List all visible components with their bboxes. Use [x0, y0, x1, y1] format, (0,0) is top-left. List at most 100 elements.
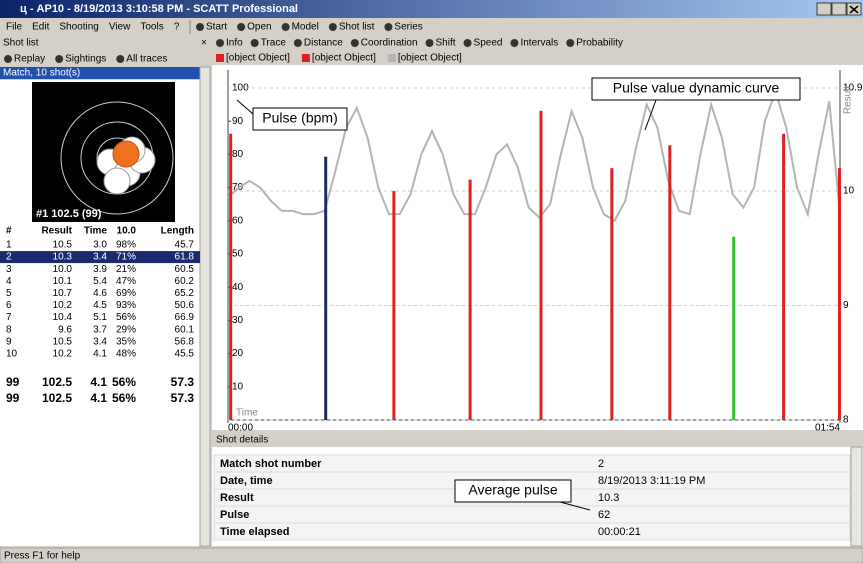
callout-box: [252, 107, 348, 131]
view-button[interactable]: Intervals: [520, 38, 558, 49]
toolbar-button[interactable]: Open: [247, 22, 271, 33]
detail-value: 62: [598, 509, 610, 521]
detail-label: Match shot number: [220, 458, 322, 470]
cell: 10.7: [53, 288, 73, 299]
y-tick-label: 50: [232, 249, 244, 260]
cell: 71%: [116, 252, 136, 263]
option[interactable]: All traces: [126, 54, 167, 65]
min-button[interactable]: [816, 2, 832, 16]
close-icon: [849, 5, 859, 14]
toolbar-button-icon: [237, 23, 246, 31]
cell: 7: [6, 312, 12, 323]
details-header: [212, 432, 863, 447]
summary-cell: 4.1: [90, 375, 107, 389]
menu-item[interactable]: Tools: [140, 22, 163, 33]
scrollbar[interactable]: [199, 66, 211, 547]
callout-box: [454, 479, 572, 503]
y-tick-label: 40: [232, 282, 244, 293]
menu-item[interactable]: Shooting: [59, 22, 98, 33]
callout-box: [591, 77, 801, 101]
y-tick-label: 20: [232, 348, 244, 359]
column-header: #: [6, 226, 12, 237]
ring: [60, 101, 174, 215]
option-icon: [4, 55, 12, 63]
y-tick-label: 30: [232, 315, 244, 326]
toolbar-button[interactable]: Series: [394, 22, 422, 33]
column-header: Length: [161, 226, 194, 237]
y2-axis-label: Result: [843, 86, 854, 115]
panel-close[interactable]: ×: [201, 38, 207, 49]
y2-tick-label: 10: [843, 186, 855, 197]
legend-swatch: [301, 54, 310, 62]
shot-bar: [539, 110, 543, 421]
current-hole: [112, 140, 140, 168]
window-title: ц - AP10 - 8/19/2013 3:10:58 PM - SCATT …: [20, 3, 298, 15]
detail-row: [213, 522, 851, 541]
selected-row: [0, 251, 200, 264]
option[interactable]: Replay: [14, 54, 45, 65]
cell: 1: [6, 240, 12, 251]
cell: 48%: [116, 349, 136, 360]
shot-bar: [324, 156, 328, 421]
cell: 45.7: [175, 240, 195, 251]
details-scrollbar[interactable]: [850, 446, 863, 547]
option[interactable]: Sightings: [65, 54, 106, 65]
summary-cell: 57.3: [171, 375, 195, 389]
cell: 56.8: [175, 336, 195, 347]
toolbar-button[interactable]: Shot list: [339, 22, 375, 33]
menu-item[interactable]: File: [6, 22, 23, 33]
detail-value: 8/19/2013 3:11:19 PM: [598, 475, 705, 487]
detail-value: 10.3: [598, 492, 619, 504]
x-tick-label: 01:54: [815, 423, 840, 434]
summary-cell: 56%: [112, 391, 136, 405]
menu-item[interactable]: ?: [174, 22, 180, 33]
details-title: Shot details: [216, 435, 268, 446]
view-button[interactable]: Info: [226, 38, 243, 49]
detail-label: Time elapsed: [220, 526, 290, 538]
detail-row: [213, 505, 851, 524]
callout-pointer: [559, 501, 591, 511]
shot-list-title: Shot list: [3, 38, 39, 49]
max-button[interactable]: [831, 2, 847, 16]
cell: 10.5: [53, 336, 73, 347]
toolbar-button-icon: [384, 23, 393, 31]
summary-cell: 99: [6, 391, 20, 405]
menu-item[interactable]: View: [109, 22, 131, 33]
cell: 98%: [116, 240, 136, 251]
cell: 60.2: [175, 276, 195, 287]
shot-list-header: [0, 37, 210, 49]
cell: 45.5: [175, 349, 195, 360]
toolbar-button[interactable]: Start: [206, 22, 227, 33]
view-button[interactable]: Coordination: [361, 38, 418, 49]
cell: 10.0: [53, 264, 73, 275]
cell: 61.8: [175, 252, 195, 263]
cell: 10.2: [53, 300, 73, 311]
summary-cell: 99: [6, 375, 20, 389]
view-button[interactable]: Distance: [304, 38, 343, 49]
view-button[interactable]: Speed: [474, 38, 503, 49]
view-button[interactable]: Probability: [576, 38, 623, 49]
title-bar: [0, 0, 863, 18]
cell: 60.1: [175, 324, 195, 335]
cell: 4.5: [93, 300, 107, 311]
view-button-icon: [425, 39, 434, 47]
match-bar: [0, 67, 200, 79]
legend-label: [object Object]: [312, 53, 376, 64]
cell: 4.1: [93, 349, 107, 360]
detail-value: 2: [598, 458, 604, 470]
target: #1 102.5 (99): [32, 82, 175, 222]
menu-item[interactable]: Edit: [32, 22, 49, 33]
cell: 93%: [116, 300, 136, 311]
cell: 8: [6, 324, 12, 335]
cell: 21%: [116, 264, 136, 275]
option-icon: [116, 55, 125, 63]
toolbar-button[interactable]: Model: [292, 22, 319, 33]
y-tick-label: 10: [232, 381, 244, 392]
window-buttons[interactable]: [816, 2, 862, 16]
view-button[interactable]: Trace: [261, 38, 287, 49]
column-header: Time: [84, 226, 108, 237]
cell: 69%: [116, 288, 136, 299]
view-button[interactable]: Shift: [436, 38, 456, 49]
view-button-icon: [350, 39, 359, 47]
